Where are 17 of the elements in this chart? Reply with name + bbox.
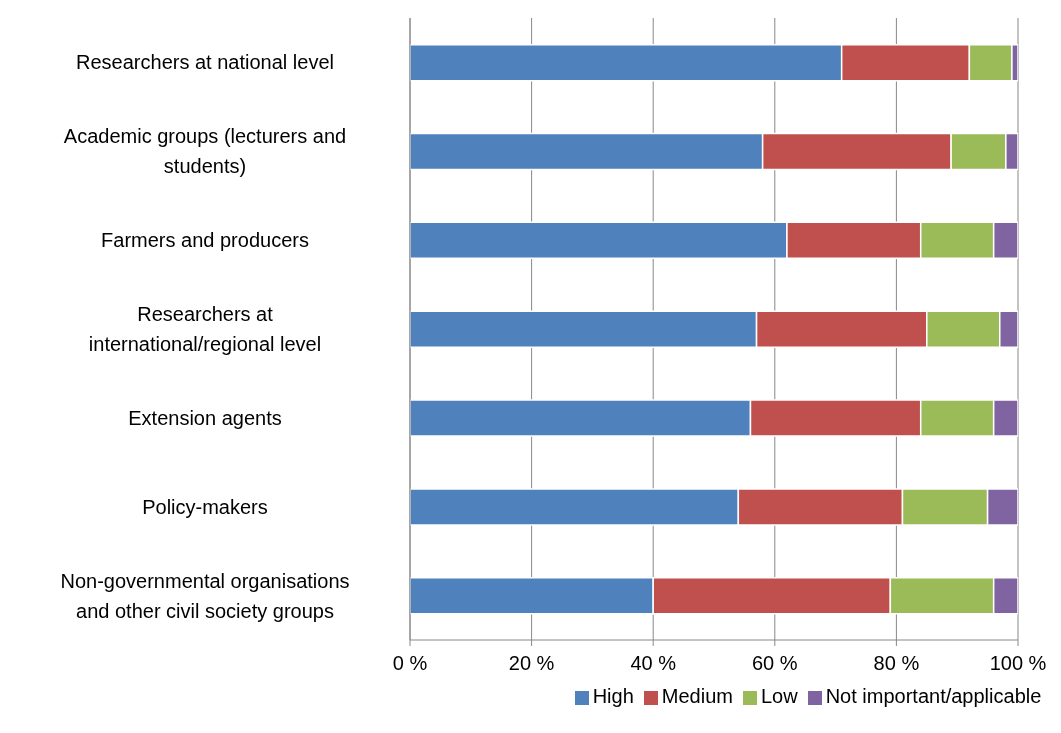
legend-label: Not important/applicable (825, 685, 1042, 707)
legend-label: Low (760, 685, 798, 707)
y-tick-label: Researchers at national level (76, 51, 334, 74)
legend-label: Medium (661, 685, 733, 707)
x-tick-label: 60 % (752, 652, 798, 675)
y-tick-label: Policy-makers (142, 495, 268, 518)
y-tick-label: Farmers and producers (101, 229, 309, 252)
y-tick-label: Extension agents (128, 406, 282, 429)
x-tick-label: 100 % (989, 652, 1047, 675)
y-tick-label: Researchers at international/regional level (88, 303, 322, 355)
legend-label: High (592, 685, 634, 707)
x-tick-label: 20 % (508, 652, 555, 675)
x-tick-label: 80 % (873, 652, 920, 675)
x-tick-label: 0 % (392, 652, 428, 675)
y-tick-label: Non-governmental organisations and other civil society groups (60, 569, 350, 622)
y-tick-label: Academic groups (lecturers and students) (63, 125, 347, 178)
x-tick-label: 40 % (630, 652, 677, 675)
